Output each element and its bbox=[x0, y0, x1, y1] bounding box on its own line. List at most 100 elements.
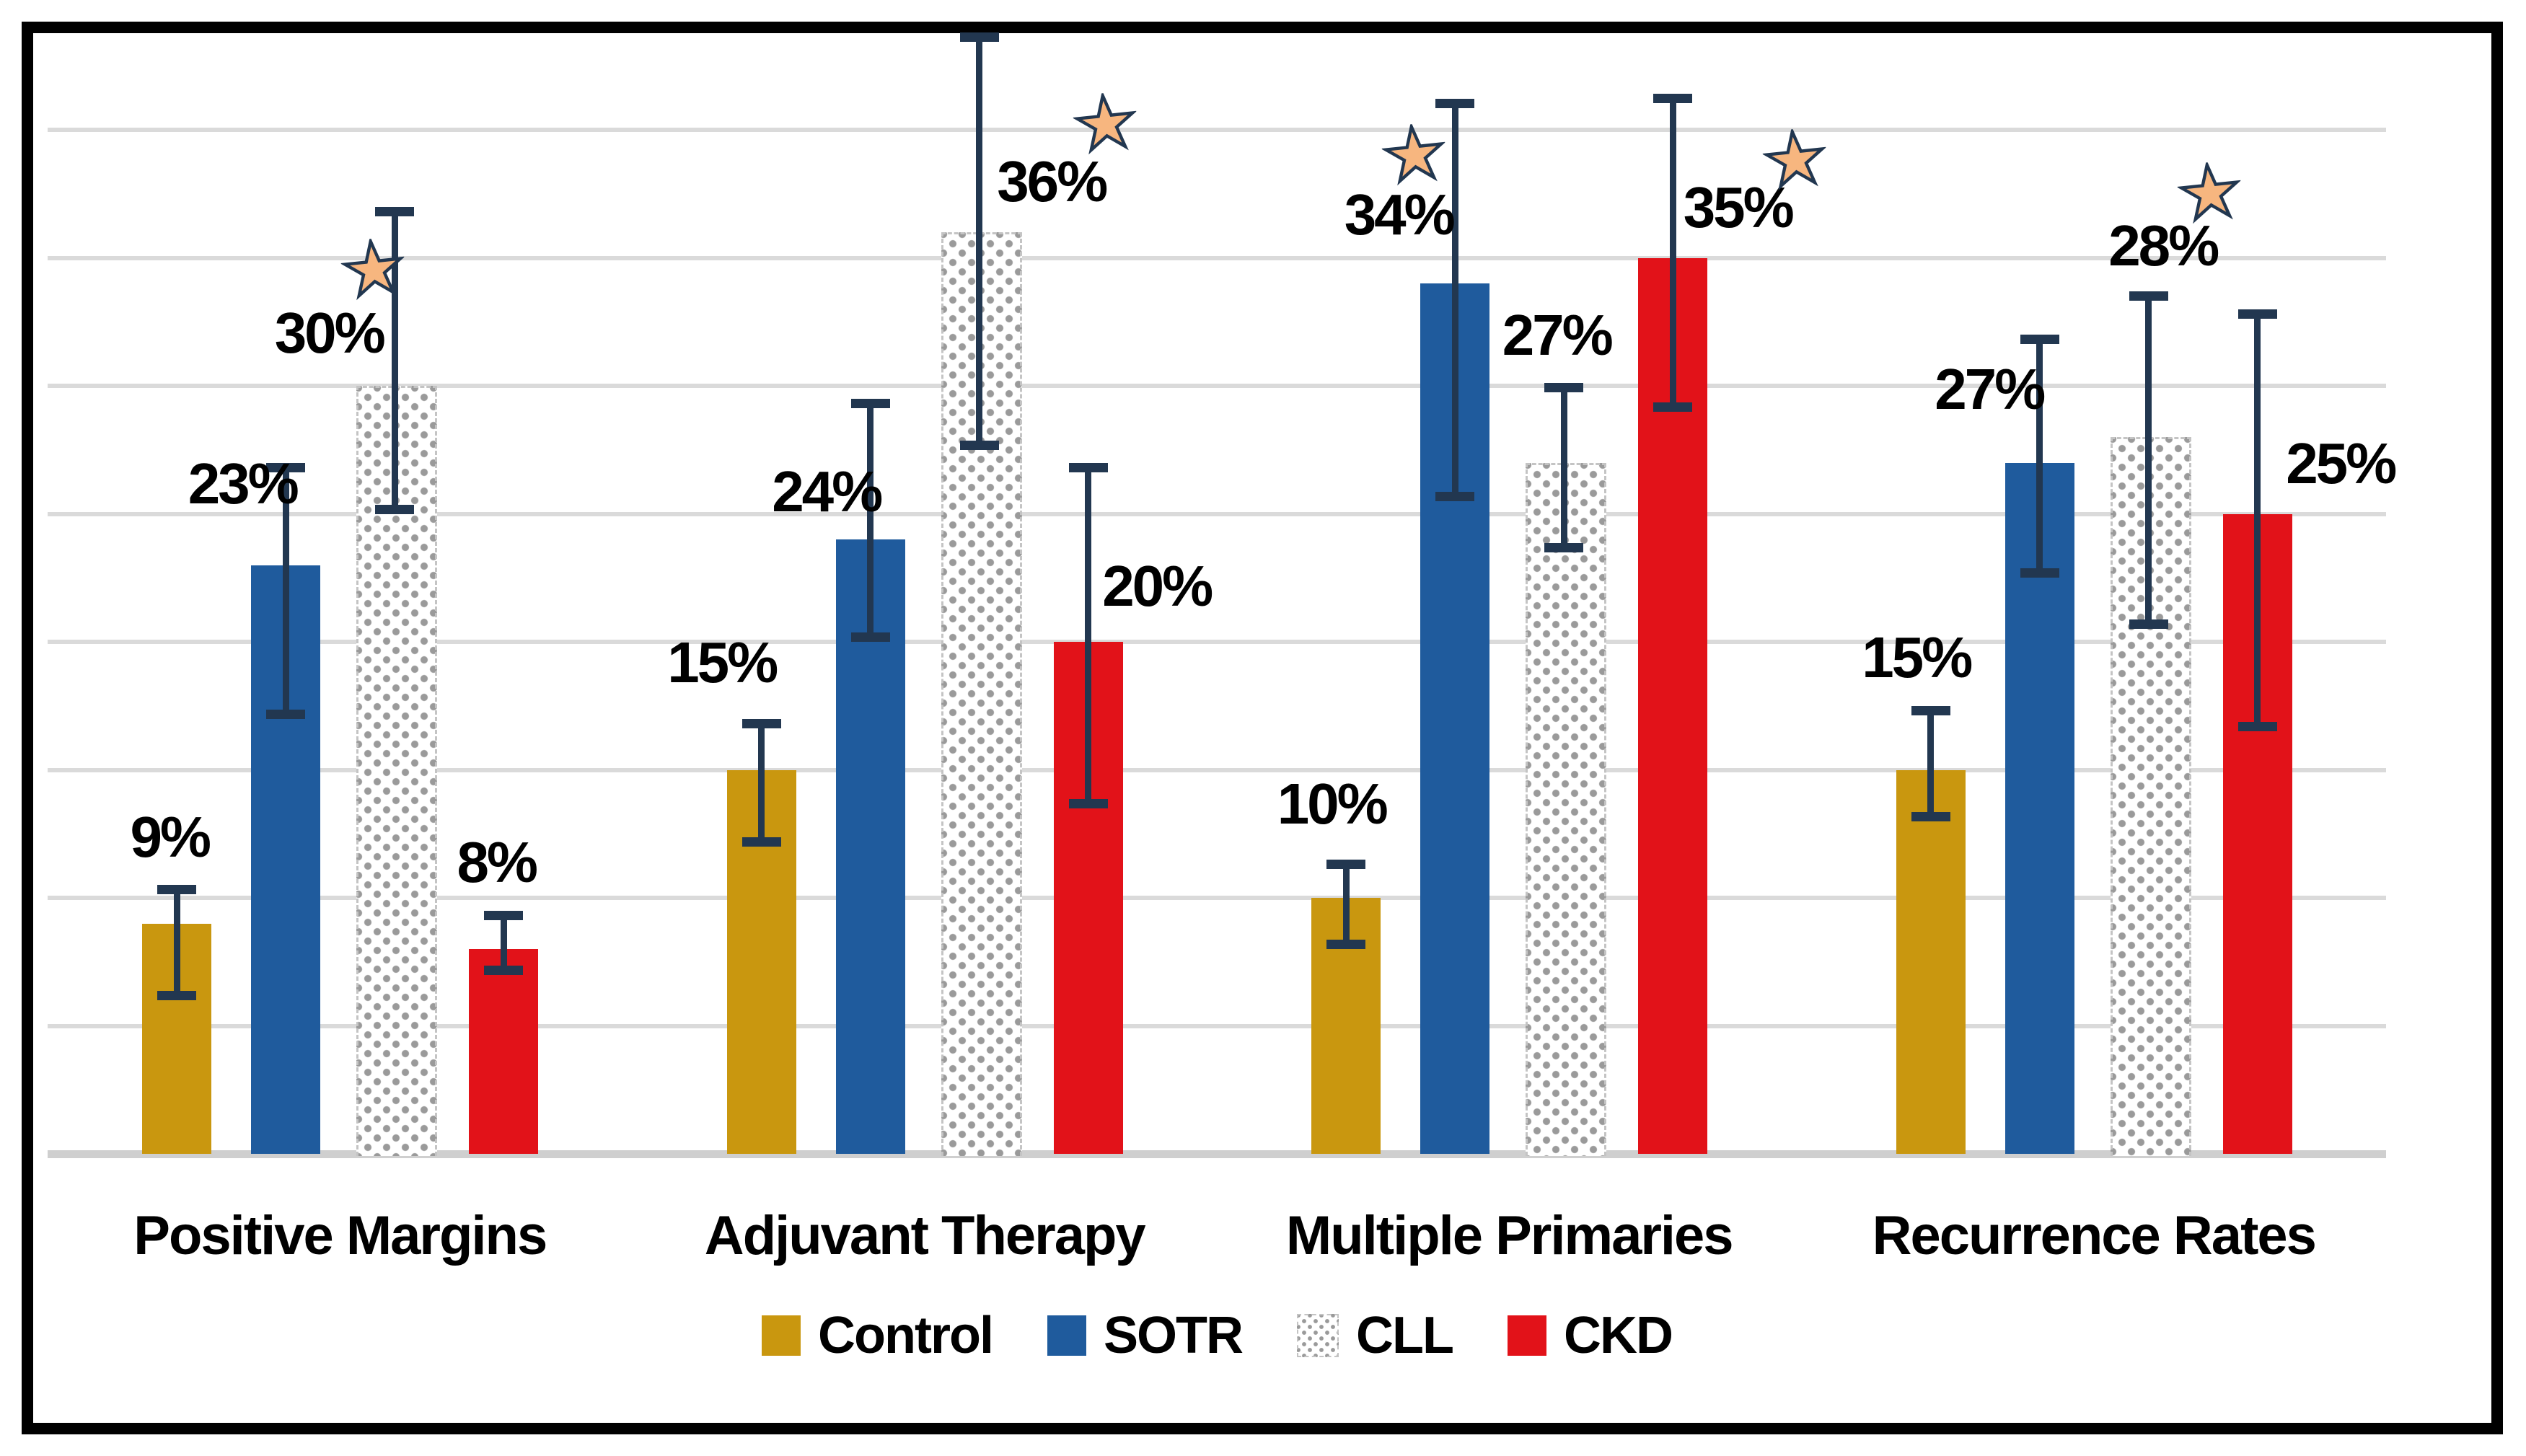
error-bar bbox=[1342, 859, 1350, 949]
error-cap-top bbox=[1653, 94, 1693, 104]
error-cap-top bbox=[1435, 99, 1475, 109]
error-cap-bottom bbox=[375, 504, 415, 514]
category-label: Adjuvant Therapy bbox=[704, 1205, 1146, 1266]
error-cap-bottom bbox=[484, 965, 524, 975]
error-cap-bottom bbox=[266, 709, 306, 719]
legend-item-control: Control bbox=[762, 1307, 994, 1364]
error-cap-top bbox=[1544, 383, 1584, 393]
sotr-bar bbox=[2004, 462, 2074, 1154]
error-bar bbox=[1085, 462, 1092, 808]
error-cap-bottom bbox=[2237, 722, 2277, 732]
data-label: 35% bbox=[1683, 175, 1795, 239]
sotr-bar bbox=[835, 539, 905, 1154]
error-cap-bottom bbox=[2020, 568, 2059, 578]
error-cap-top bbox=[850, 398, 890, 408]
legend-label: SOTR bbox=[1103, 1307, 1244, 1364]
significance-star-icon bbox=[339, 236, 409, 306]
error-bar bbox=[758, 718, 765, 847]
x-axis-line bbox=[48, 1150, 2386, 1158]
legend-swatch-cll bbox=[1296, 1314, 1339, 1357]
error-bar bbox=[1451, 99, 1458, 501]
error-bar bbox=[2254, 309, 2261, 732]
error-cap-top bbox=[2020, 335, 2059, 344]
significance-star-icon bbox=[1761, 125, 1831, 195]
legend-label: CKD bbox=[1563, 1307, 1673, 1364]
category-label: Positive Margins bbox=[133, 1205, 547, 1266]
data-label: 30% bbox=[274, 300, 386, 365]
data-label: 27% bbox=[1935, 356, 2046, 421]
error-bar bbox=[1560, 383, 1567, 552]
data-label: 28% bbox=[2108, 213, 2219, 278]
error-cap-top bbox=[1068, 462, 1108, 472]
error-bar bbox=[1927, 705, 1935, 821]
error-cap-top bbox=[2129, 291, 2168, 301]
error-cap-top bbox=[1326, 859, 1366, 869]
legend-item-cll: CLL bbox=[1296, 1307, 1454, 1364]
cll-bar bbox=[356, 386, 438, 1156]
error-cap-top bbox=[157, 885, 197, 895]
legend: Control SOTR CLL CKD bbox=[48, 1310, 2386, 1362]
error-cap-bottom bbox=[1435, 491, 1475, 501]
error-bar bbox=[976, 32, 983, 450]
gridline-40pct bbox=[48, 128, 2386, 132]
error-cap-top bbox=[959, 32, 999, 43]
error-cap-bottom bbox=[1911, 811, 1950, 821]
data-label: 15% bbox=[1862, 625, 1973, 690]
error-cap-top bbox=[484, 910, 524, 920]
category-label: Recurrence Rates bbox=[1872, 1205, 2317, 1266]
legend-label: Control bbox=[818, 1307, 994, 1364]
data-label: 23% bbox=[188, 451, 299, 516]
cll-bar bbox=[1526, 462, 1607, 1156]
error-bar bbox=[282, 462, 289, 719]
gridline-25pct bbox=[48, 511, 2386, 516]
legend-label: CLL bbox=[1355, 1307, 1454, 1364]
error-cap-bottom bbox=[959, 440, 999, 450]
error-bar bbox=[173, 885, 180, 1000]
data-label: 27% bbox=[1502, 303, 1614, 368]
data-label: 10% bbox=[1277, 771, 1389, 836]
legend-swatch-control bbox=[762, 1315, 801, 1356]
category-label: Multiple Primaries bbox=[1285, 1205, 1734, 1266]
gridline-35pct bbox=[48, 255, 2386, 260]
error-bar bbox=[391, 206, 398, 514]
gridline-5pct bbox=[48, 1023, 2386, 1028]
ckd-bar bbox=[469, 949, 539, 1154]
error-bar bbox=[2036, 335, 2043, 578]
error-bar bbox=[500, 910, 507, 975]
error-cap-bottom bbox=[1326, 940, 1366, 949]
significance-star-icon bbox=[2175, 159, 2245, 229]
control-bar bbox=[1896, 769, 1966, 1154]
error-cap-bottom bbox=[1544, 542, 1584, 552]
data-label: 20% bbox=[1102, 553, 1213, 618]
error-cap-bottom bbox=[157, 991, 197, 1000]
error-cap-bottom bbox=[2129, 619, 2168, 630]
error-cap-bottom bbox=[741, 837, 781, 847]
error-cap-bottom bbox=[1068, 798, 1108, 808]
error-cap-top bbox=[375, 206, 415, 216]
legend-swatch-sotr bbox=[1047, 1315, 1086, 1356]
error-cap-top bbox=[741, 718, 781, 728]
significance-star-icon bbox=[1380, 120, 1450, 190]
legend-swatch-ckd bbox=[1507, 1315, 1546, 1356]
data-label: 25% bbox=[2286, 431, 2397, 495]
gridline-20pct bbox=[48, 640, 2386, 644]
gridline-10pct bbox=[48, 896, 2386, 900]
error-bar bbox=[2145, 291, 2152, 630]
error-cap-top bbox=[1911, 705, 1950, 715]
data-label: 34% bbox=[1344, 182, 1456, 247]
data-label: 15% bbox=[667, 630, 778, 695]
data-label: 8% bbox=[457, 830, 538, 895]
cll-bar bbox=[941, 232, 1022, 1156]
error-cap-top bbox=[2237, 309, 2277, 319]
error-cap-bottom bbox=[1653, 402, 1693, 412]
significance-star-icon bbox=[1070, 90, 1140, 160]
error-cap-bottom bbox=[850, 632, 890, 642]
data-label: 24% bbox=[772, 459, 883, 524]
data-label: 36% bbox=[997, 149, 1108, 214]
data-label: 9% bbox=[130, 804, 211, 869]
error-bar bbox=[1669, 94, 1676, 412]
gridline-15pct bbox=[48, 767, 2386, 772]
error-cap-top bbox=[266, 462, 306, 472]
error-bar bbox=[867, 398, 874, 642]
